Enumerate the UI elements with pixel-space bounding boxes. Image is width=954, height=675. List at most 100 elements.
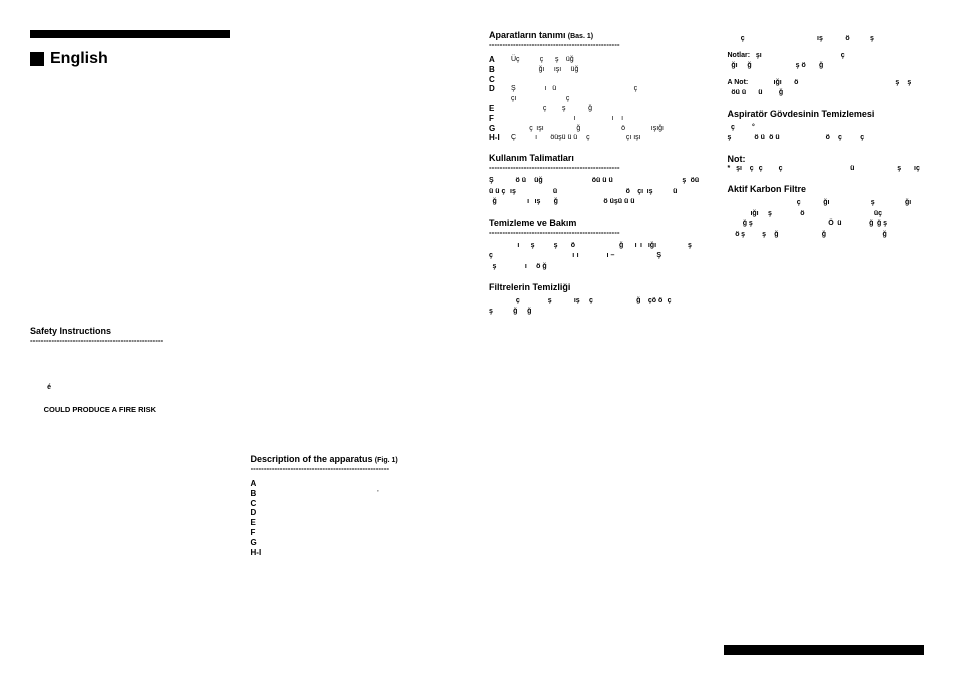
g-ug1: üğ <box>566 56 574 63</box>
aparat-bas: (Bas. 1) <box>568 33 593 40</box>
tr-label-hi: H-I <box>489 133 503 143</box>
n-star: * <box>728 165 731 172</box>
tr-def-c: C Lambalar ile aydinlatma <box>489 75 704 85</box>
col2-pretext: If other non-electrical appliances are u… <box>251 38 466 448</box>
bottom-black-bar <box>724 645 924 655</box>
k-ouuu: öü ü ü <box>592 177 613 184</box>
ak-g3: ğ <box>822 231 826 238</box>
ak-gi2: ğı <box>905 199 911 206</box>
def-d: D Filters located over cooking area easi… <box>251 508 466 518</box>
tr-def-a: A Üç hiz seçeneşi düğme <box>489 55 704 65</box>
g-isi2: ışı <box>536 125 543 132</box>
ak-c1: ç <box>797 199 801 206</box>
label-g: G <box>251 538 265 548</box>
ak-gs: ğ ş <box>743 220 753 227</box>
g-o1: ö <box>621 125 625 132</box>
ak-o2: ö <box>735 231 739 238</box>
desc-title: Description of the apparatus <box>251 454 373 464</box>
kullanim-title: Kullanım Talimatları <box>489 153 704 163</box>
def-e: E Extractable group adjustable capture a… <box>251 518 466 528</box>
t-i1: ı <box>517 242 519 249</box>
t-i3: ı <box>640 242 642 249</box>
g-c3: ç <box>566 95 570 102</box>
column-2: If other non-electrical appliances are u… <box>239 0 478 675</box>
c4-si: şı <box>756 52 762 59</box>
k-o1: ö <box>626 188 630 195</box>
temizleme-dashes: ----------------------------------------… <box>489 228 704 237</box>
tr-label-a: A <box>489 55 503 65</box>
label-hi: H-I <box>251 548 265 558</box>
ak-g2: ğ <box>774 231 778 238</box>
anot-block: A Not: Kullandığıiniz özel filtreleri en… <box>728 78 925 99</box>
def-a: A Motor controls allowing three speeds <box>251 479 466 489</box>
g-ciisi: çı ışı <box>626 134 641 141</box>
c4-c1: ç <box>741 35 745 42</box>
a-c2: ç <box>838 134 842 141</box>
n-u1: ü <box>850 165 854 172</box>
a-o1: ö <box>826 134 830 141</box>
g-uc: Üç <box>511 56 520 63</box>
k-i1: ı <box>527 198 529 205</box>
g-i3: ı <box>611 115 613 122</box>
c4-o2: ö <box>794 79 798 86</box>
b-apos: ' <box>377 490 378 497</box>
kullanim-dashes: ----------------------------------------… <box>489 163 704 172</box>
c4-o1: ö <box>845 35 849 42</box>
tr-label-b: B <box>489 65 503 75</box>
ak-u1: ü <box>837 220 841 227</box>
c4-g2: ğ <box>819 62 823 69</box>
c4-gi1: ğı <box>731 62 737 69</box>
anot-label: A Not: <box>728 79 749 86</box>
tr-label-f: F <box>489 114 503 124</box>
n-c1: ç <box>750 165 754 172</box>
t-i7: ı <box>525 263 527 270</box>
g-s1: ş <box>555 56 559 63</box>
f-is: ış <box>574 297 580 304</box>
def-hi: H-I Side cabinet fitting flanges <box>251 548 466 558</box>
k-ou: ö ü <box>515 177 526 184</box>
ak-g4: ğ <box>882 231 886 238</box>
tr-def-g: G Hava çkışında olmadği durumlarda özel … <box>489 124 704 134</box>
c4-is1: ış <box>817 35 823 42</box>
ak-gi: ğı <box>823 199 829 206</box>
ak-s3: ş <box>741 231 745 238</box>
def-c: C Lighting by means of lamps <box>251 499 466 509</box>
desc-fig: (Fig. 1) <box>375 457 398 464</box>
k-u2: ü <box>673 188 677 195</box>
tr-def-e: E Daha geniçuma şalan sağlayan uzatilabi… <box>489 104 704 114</box>
g-i2: ı <box>574 115 576 122</box>
label-e: E <box>251 518 265 528</box>
aktif-text: Aktif karbon filtre yerleçtirmek iğıin y… <box>728 198 925 240</box>
k-ousu: ö üşü ü <box>603 198 628 205</box>
filtre-text: Filtreleri çikarmak işin yavaışca çekin.… <box>489 296 704 317</box>
safety-title: Safety Instructions <box>30 326 227 336</box>
g-c5: ç <box>529 125 533 132</box>
f-c3: ç <box>668 297 672 304</box>
ak-uc: üç <box>874 210 882 217</box>
k-u1: ü <box>553 188 557 195</box>
a-s1: ş <box>728 134 732 141</box>
label-d: D <box>251 508 265 518</box>
a-ou2: ö ü <box>769 134 780 141</box>
c4-s2: ş <box>895 79 899 86</box>
k-ug: üğ <box>534 177 543 184</box>
ak-o1: ö <box>800 210 804 217</box>
g-ci1: çı <box>511 95 516 102</box>
f-s1: ş <box>548 297 552 304</box>
k-is2: ış <box>647 188 653 195</box>
col4-top: bulaçik makinesinde yikanabışir veya öze… <box>728 34 925 45</box>
k-g2: ğ <box>554 198 558 205</box>
safety-dashes: ----------------------------------------… <box>30 336 227 345</box>
a-c3: ç <box>860 134 864 141</box>
c4-g1: ğ <box>747 62 751 69</box>
c4-ouu: öü ü <box>731 89 746 96</box>
label-c: C <box>251 499 265 509</box>
n-ic: ıç <box>914 165 920 172</box>
g-c6: ç <box>586 134 590 141</box>
ak-s4: ş <box>762 231 766 238</box>
f-g2: ğ <box>513 308 517 315</box>
a-deg: ° <box>752 124 755 131</box>
column-3: Aparatların tanımı (Bas. 1) ------------… <box>477 0 716 675</box>
a-ou: ö ü <box>754 134 765 141</box>
not-text: * aşındçi içeren çizilmes veya metalik s… <box>728 164 925 175</box>
